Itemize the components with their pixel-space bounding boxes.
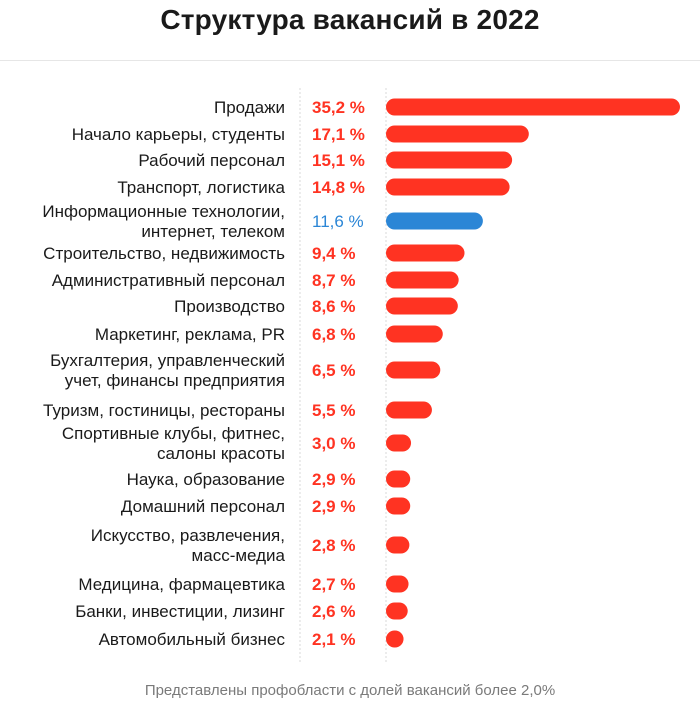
bar	[386, 470, 411, 488]
bar	[386, 401, 432, 419]
category-label: Информационные технологии,	[42, 202, 285, 221]
footnote: Представлены профобласти с долей ваканси…	[144, 682, 556, 699]
bar	[386, 98, 680, 116]
bar	[386, 212, 483, 230]
title-divider	[0, 60, 700, 61]
value-label: 11,6 %	[312, 212, 364, 231]
value-label: 6,5 %	[312, 361, 355, 380]
value-label: 35,2 %	[312, 98, 365, 117]
bar	[386, 244, 465, 262]
category-label: Спортивные клубы, фитнес,	[62, 424, 285, 443]
category-label: учет, финансы предприятия	[65, 371, 285, 390]
bar	[386, 497, 411, 515]
bar	[386, 271, 459, 289]
bar	[386, 536, 410, 554]
category-label: Туризм, гостиницы, рестораны	[43, 401, 285, 420]
category-label: Медицина, фармацевтика	[78, 575, 285, 594]
category-label: Наука, образование	[127, 470, 285, 489]
value-label: 3,0 %	[312, 434, 355, 453]
category-label: Домашний персонал	[121, 497, 285, 516]
bar	[386, 361, 441, 379]
value-label: 8,7 %	[312, 271, 355, 290]
bar	[386, 602, 408, 620]
bar	[386, 178, 510, 196]
category-label: Автомобильный бизнес	[99, 630, 286, 649]
bar	[386, 297, 458, 315]
category-label: Транспорт, логистика	[117, 178, 285, 197]
category-label: Банки, инвестиции, лизинг	[75, 602, 285, 621]
category-label: масс-медиа	[192, 546, 286, 565]
bar	[386, 434, 412, 452]
value-label: 9,4 %	[312, 244, 355, 263]
category-label: интернет, телеком	[141, 222, 285, 241]
value-label: 14,8 %	[312, 178, 365, 197]
chart-title: Структура вакансий в 2022	[160, 4, 540, 35]
value-label: 2,8 %	[312, 536, 355, 555]
category-label: Начало карьеры, студенты	[72, 125, 285, 144]
category-label: Строительство, недвижимость	[43, 244, 285, 263]
value-label: 17,1 %	[312, 125, 365, 144]
value-label: 2,9 %	[312, 497, 355, 516]
value-label: 5,5 %	[312, 401, 355, 420]
category-label: Маркетинг, реклама, PR	[95, 325, 285, 344]
value-label: 6,8 %	[312, 325, 355, 344]
bar	[386, 630, 404, 648]
bar	[386, 575, 409, 593]
category-label: Административный персонал	[52, 271, 285, 290]
category-label: Рабочий персонал	[138, 151, 285, 170]
value-label: 8,6 %	[312, 297, 355, 316]
value-label: 2,9 %	[312, 470, 355, 489]
value-label: 2,7 %	[312, 575, 355, 594]
value-label: 15,1 %	[312, 151, 365, 170]
value-label: 2,1 %	[312, 630, 355, 649]
value-label: 2,6 %	[312, 602, 355, 621]
category-label: Бухгалтерия, управленческий	[50, 351, 285, 370]
bar	[386, 325, 443, 343]
bar	[386, 125, 529, 143]
bar	[386, 151, 513, 169]
category-label: Продажи	[214, 98, 285, 117]
category-label: салоны красоты	[157, 444, 285, 463]
category-label: Искусство, развлечения,	[91, 526, 285, 545]
category-label: Производство	[174, 297, 285, 316]
